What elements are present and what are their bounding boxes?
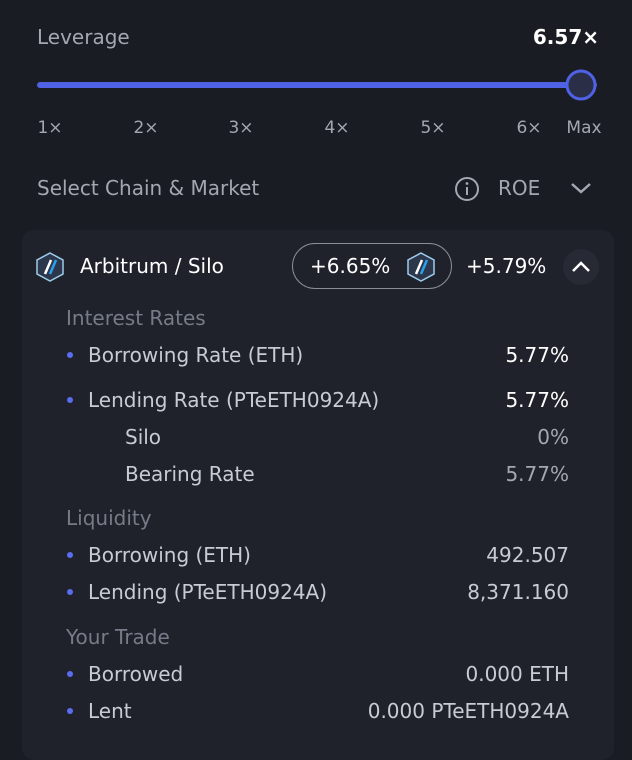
slider-tick-label: 2× — [133, 118, 159, 138]
row-value: 492.507 — [486, 543, 569, 567]
row-label: Borrowing Rate (ETH) — [88, 343, 304, 367]
bullet — [67, 352, 73, 358]
market-name: Arbitrum / Silo — [80, 254, 224, 278]
row-label: Lending (PTeETH0924A) — [88, 580, 328, 604]
leverage-value: 6.57× — [532, 25, 599, 49]
collapse-button[interactable] — [562, 248, 600, 286]
slider-tick-label: 4× — [324, 118, 350, 138]
row-value: 0.000 PTeETH0924A — [367, 699, 569, 723]
select-label: Select Chain & Market — [37, 176, 260, 200]
arbitrum-icon — [407, 252, 435, 282]
badge-value: +6.65% — [310, 254, 391, 278]
sub-row-value: 5.77% — [505, 462, 569, 486]
row-label: Borrowed — [88, 662, 184, 686]
metric-select[interactable]: ROE — [498, 176, 541, 200]
row-value: 5.77% — [505, 388, 569, 412]
row-label: Lending Rate (PTeETH0924A) — [88, 388, 380, 412]
slider-tick-label: 1× — [37, 118, 63, 138]
leverage-slider[interactable] — [0, 60, 632, 110]
chevron-down[interactable] — [569, 180, 593, 196]
bullet — [67, 552, 73, 558]
bullet — [67, 397, 73, 403]
section-title: Interest Rates — [66, 306, 206, 330]
slider-tick-label: 6× — [516, 118, 542, 138]
slider-tick-label: Max — [566, 118, 602, 138]
badge — [292, 243, 452, 289]
sub-row-label: Silo — [125, 425, 162, 449]
row-label: Lent — [88, 699, 132, 723]
leverage-label: Leverage — [37, 25, 130, 49]
market-card — [22, 230, 614, 760]
page: Leverage 6.57× Select Chain & Market ROE… — [0, 25, 632, 723]
row-value: 0.000 ETH — [465, 662, 569, 686]
info-icon[interactable] — [454, 176, 480, 202]
row-value: 5.77% — [505, 343, 569, 367]
sub-row-label: Bearing Rate — [125, 462, 255, 486]
sub-row-value: 0% — [537, 425, 569, 449]
bullet — [67, 589, 73, 595]
arbitrum-icon — [36, 252, 64, 282]
bullet — [67, 708, 73, 714]
market-roe: +5.79% — [466, 254, 547, 278]
section-title: Liquidity — [66, 506, 152, 530]
row-value: 8,371.160 — [467, 580, 569, 604]
slider-tick-label: 3× — [228, 118, 254, 138]
bullet — [67, 671, 73, 677]
section-title: Your Trade — [66, 625, 170, 649]
slider-tick-label: 5× — [420, 118, 446, 138]
row-label: Borrowing (ETH) — [88, 543, 251, 567]
